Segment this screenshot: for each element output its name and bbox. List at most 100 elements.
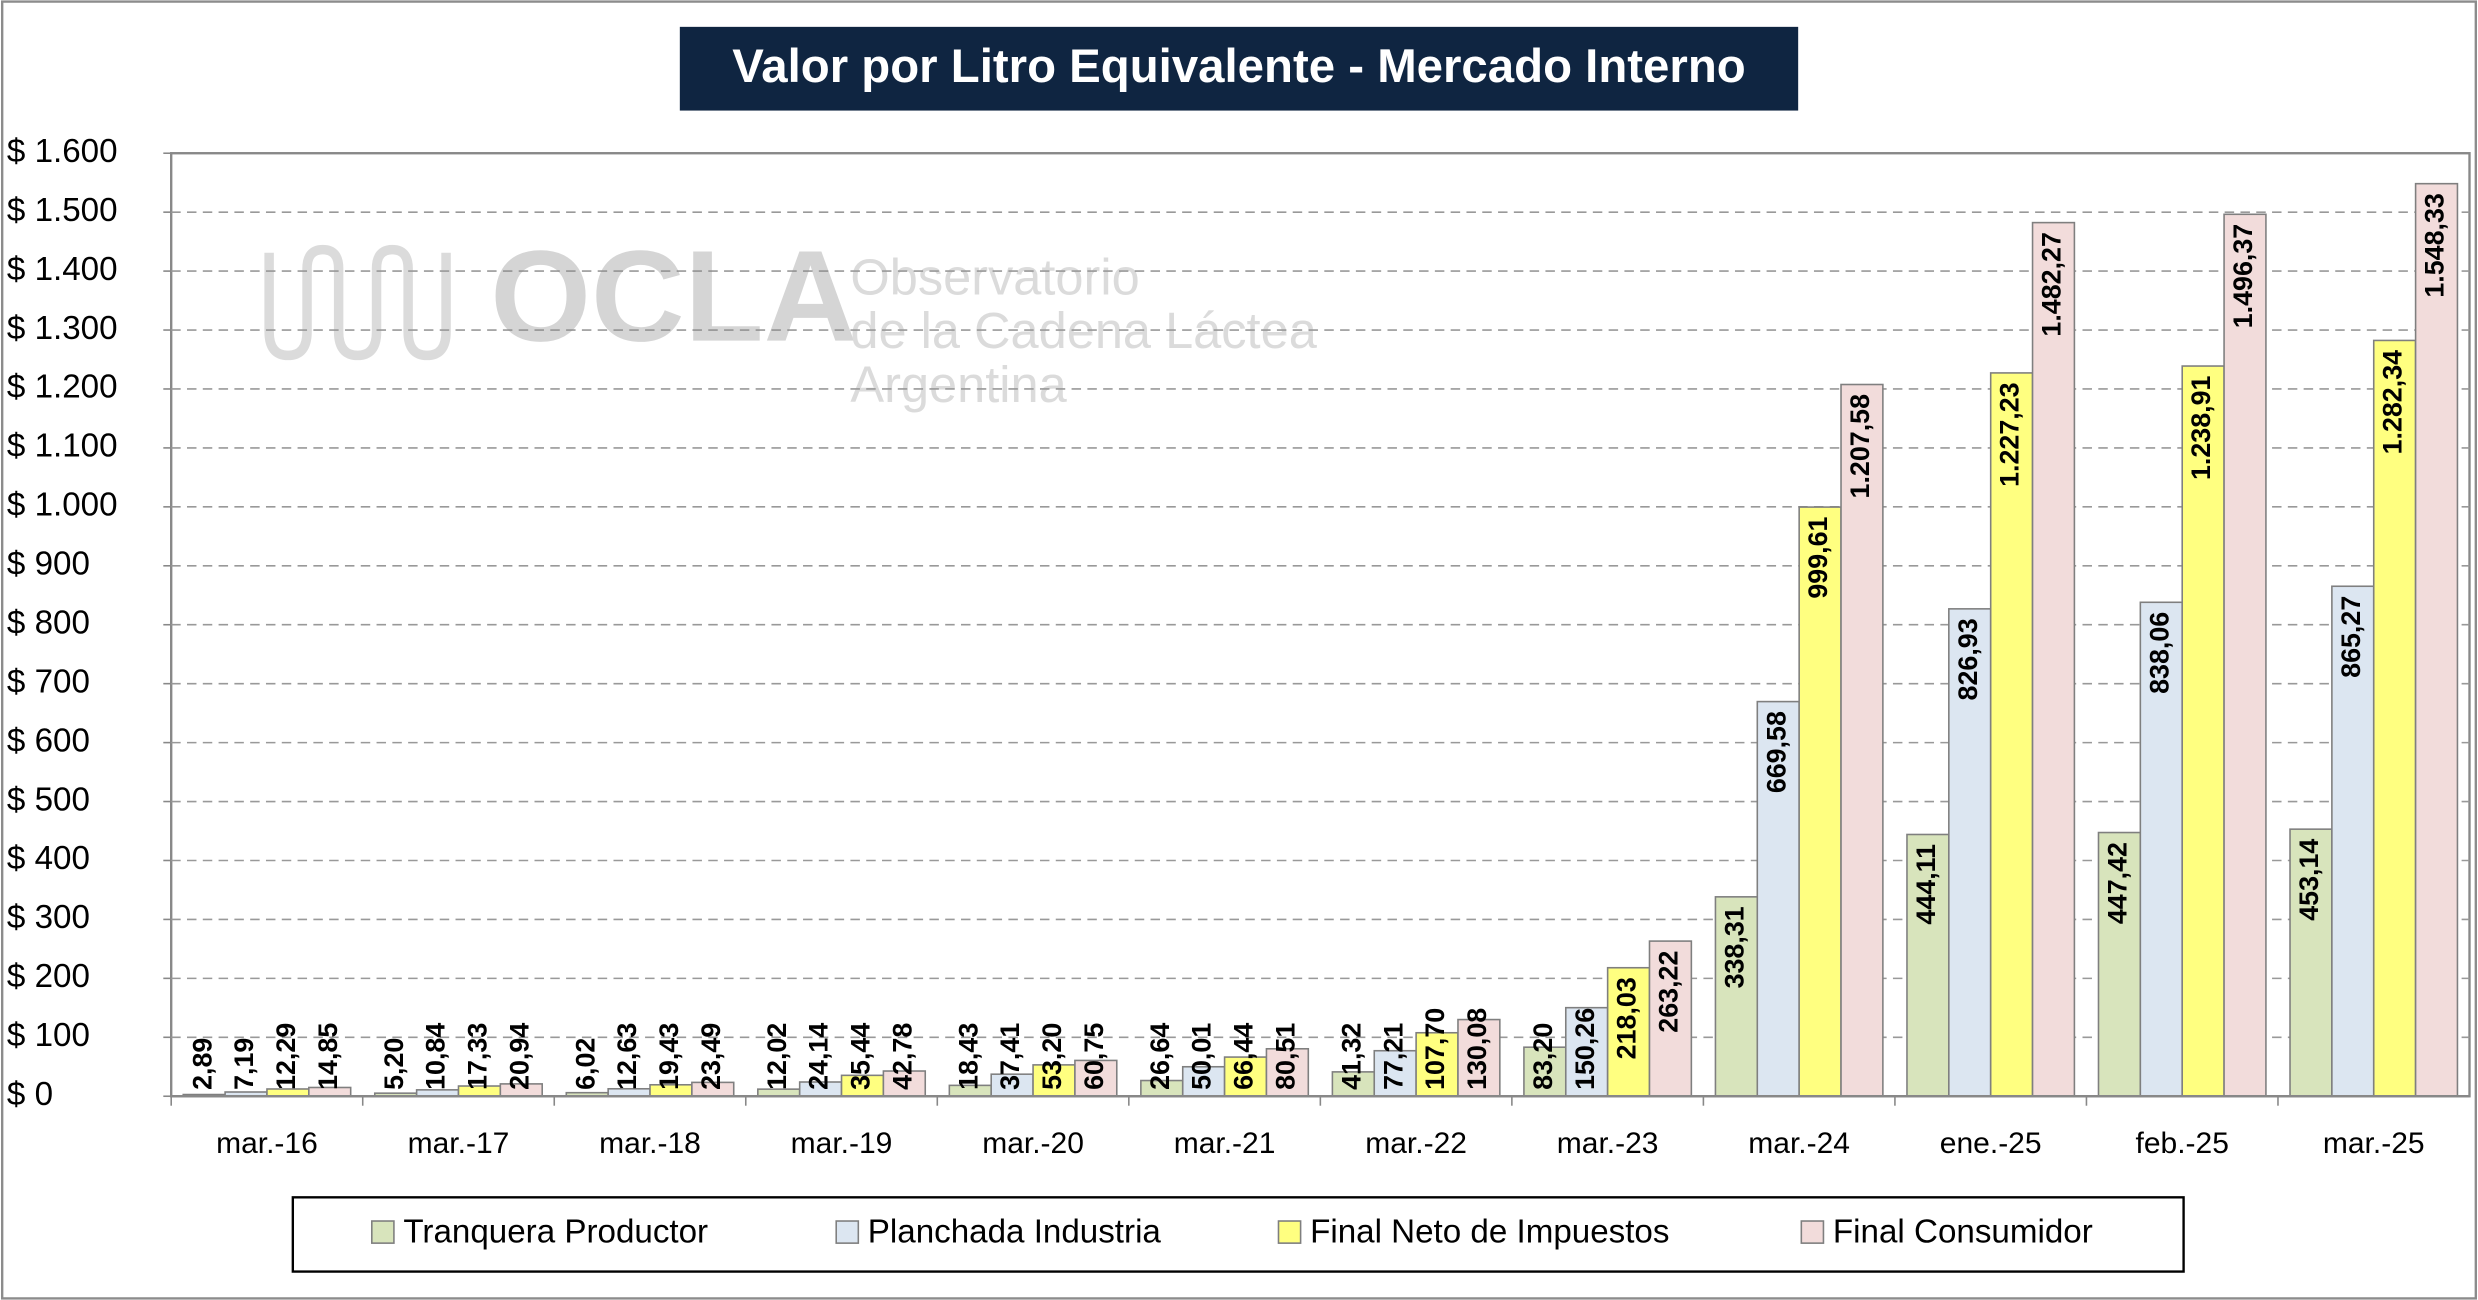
data-label: 150,26 [1570,1008,1600,1090]
data-label: 5,20 [379,1038,409,1090]
watermark-line: de la Cadena Láctea [850,302,1317,359]
y-tick-label: $ 1.100 [7,428,118,465]
data-label: 1.282,34 [2378,350,2408,455]
data-label: 37,41 [995,1023,1025,1090]
data-label: 17,33 [463,1023,493,1090]
data-label: 865,27 [2336,596,2366,678]
data-label: 83,20 [1528,1023,1558,1090]
data-label: 77,21 [1378,1023,1408,1090]
bar [2414,182,2459,1098]
x-tick-label: mar.-25 [2323,1127,2425,1160]
bar [2331,585,2375,1098]
y-tick-label: $ 1.500 [7,192,118,229]
y-tick-label: $ 1.200 [7,369,118,406]
data-label: 10,84 [421,1023,451,1090]
y-tick-label: $ 900 [7,546,90,583]
bar [882,1070,927,1098]
bar [1223,1056,1268,1098]
watermark-logo: OCLA [490,225,857,369]
x-tick-label: mar.-22 [1365,1127,1467,1160]
data-label: 12,29 [271,1023,301,1090]
data-label: 447,42 [2103,842,2133,924]
watermark-line: Argentina [850,356,1067,413]
data-label: 218,03 [1612,977,1642,1059]
x-tick-label: mar.-23 [1557,1127,1659,1160]
data-label: 1.238,91 [2186,375,2216,480]
bar [1906,833,1950,1098]
bar [1648,940,1693,1098]
y-tick-label: $ 1.300 [7,310,118,347]
bar [1331,1071,1376,1098]
y-tick-label: $ 1.400 [7,251,118,288]
data-label: 50,01 [1187,1023,1217,1090]
data-label: 6,02 [570,1038,600,1090]
bar [1798,506,1842,1098]
bar [1373,1049,1417,1098]
bar [1457,1018,1501,1098]
data-label: 14,85 [313,1023,343,1090]
y-tick-label: $ 500 [7,781,90,818]
x-tick-label: mar.-18 [599,1127,701,1160]
legend-label: Final Consumidor [1833,1213,2093,1250]
chart-title: Valor por Litro Equivalente - Mercado In… [732,40,1745,93]
legend-swatch [371,1220,395,1244]
data-label: 26,64 [1145,1023,1175,1090]
y-tick-label: $ 1.600 [7,133,118,170]
legend-label: Final Neto de Impuestos [1310,1213,1669,1250]
data-label: 41,32 [1336,1023,1366,1090]
data-label: 18,43 [953,1023,983,1090]
bar [2223,213,2267,1098]
data-label: 338,31 [1719,906,1749,988]
data-label: 838,06 [2144,612,2174,694]
data-label: 66,44 [1229,1023,1259,1090]
x-tick-label: mar.-19 [791,1127,893,1160]
watermark: OCLA Observatorio de la Cadena Láctea Ar… [264,225,1318,413]
logo-icon [264,244,451,361]
data-label: 669,58 [1761,711,1791,793]
y-tick-label: $ 100 [7,1017,90,1054]
data-label: 7,19 [229,1038,259,1090]
data-label: 263,22 [1654,951,1684,1033]
legend-label: Planchada Industria [868,1213,1162,1250]
bar [2031,221,2076,1098]
x-tick-label: mar.-20 [982,1127,1084,1160]
y-tick-label: $ 800 [7,604,90,641]
data-label: 444,11 [1911,844,1941,925]
legend-swatch [1277,1220,1302,1244]
bar [2181,365,2225,1098]
data-label: 826,93 [1953,618,1983,700]
x-tick-label: mar.-21 [1174,1127,1276,1160]
data-label: 2,89 [187,1038,217,1090]
x-tick-label: mar.-16 [216,1127,318,1160]
data-label: 24,14 [804,1023,834,1090]
data-label: 23,49 [696,1023,726,1090]
data-label: 1.482,27 [2037,232,2067,336]
legend-box [291,1196,2185,1273]
y-tick-label: $ 1.000 [7,487,118,524]
title-box [679,26,1799,111]
y-tick-label: $ 200 [7,958,90,995]
data-label: 42,78 [887,1023,917,1090]
x-tick-label: ene.-25 [1940,1127,2042,1160]
data-label: 19,43 [654,1023,684,1090]
data-label: 1.227,23 [1995,382,2025,486]
data-label: 20,94 [504,1023,534,1090]
y-tick-label: $ 600 [7,722,90,759]
x-tick-label: mar.-24 [1748,1127,1850,1160]
data-label: 1.207,58 [1845,394,1875,499]
data-label: 12,63 [612,1023,642,1090]
x-tick-label: feb.-25 [2136,1127,2229,1160]
data-label: 12,02 [762,1023,792,1090]
data-label: 107,70 [1420,1008,1450,1090]
bar [1989,372,2034,1098]
data-label: 999,61 [1803,516,1833,598]
bar [1756,700,1800,1098]
y-tick-label: $ 400 [7,840,90,877]
x-tick-label: mar.-17 [408,1127,510,1160]
data-label: 53,20 [1037,1023,1067,1090]
y-tick-label: $ 700 [7,663,90,700]
data-label: 60,75 [1079,1023,1109,1090]
bar [1714,896,1759,1098]
